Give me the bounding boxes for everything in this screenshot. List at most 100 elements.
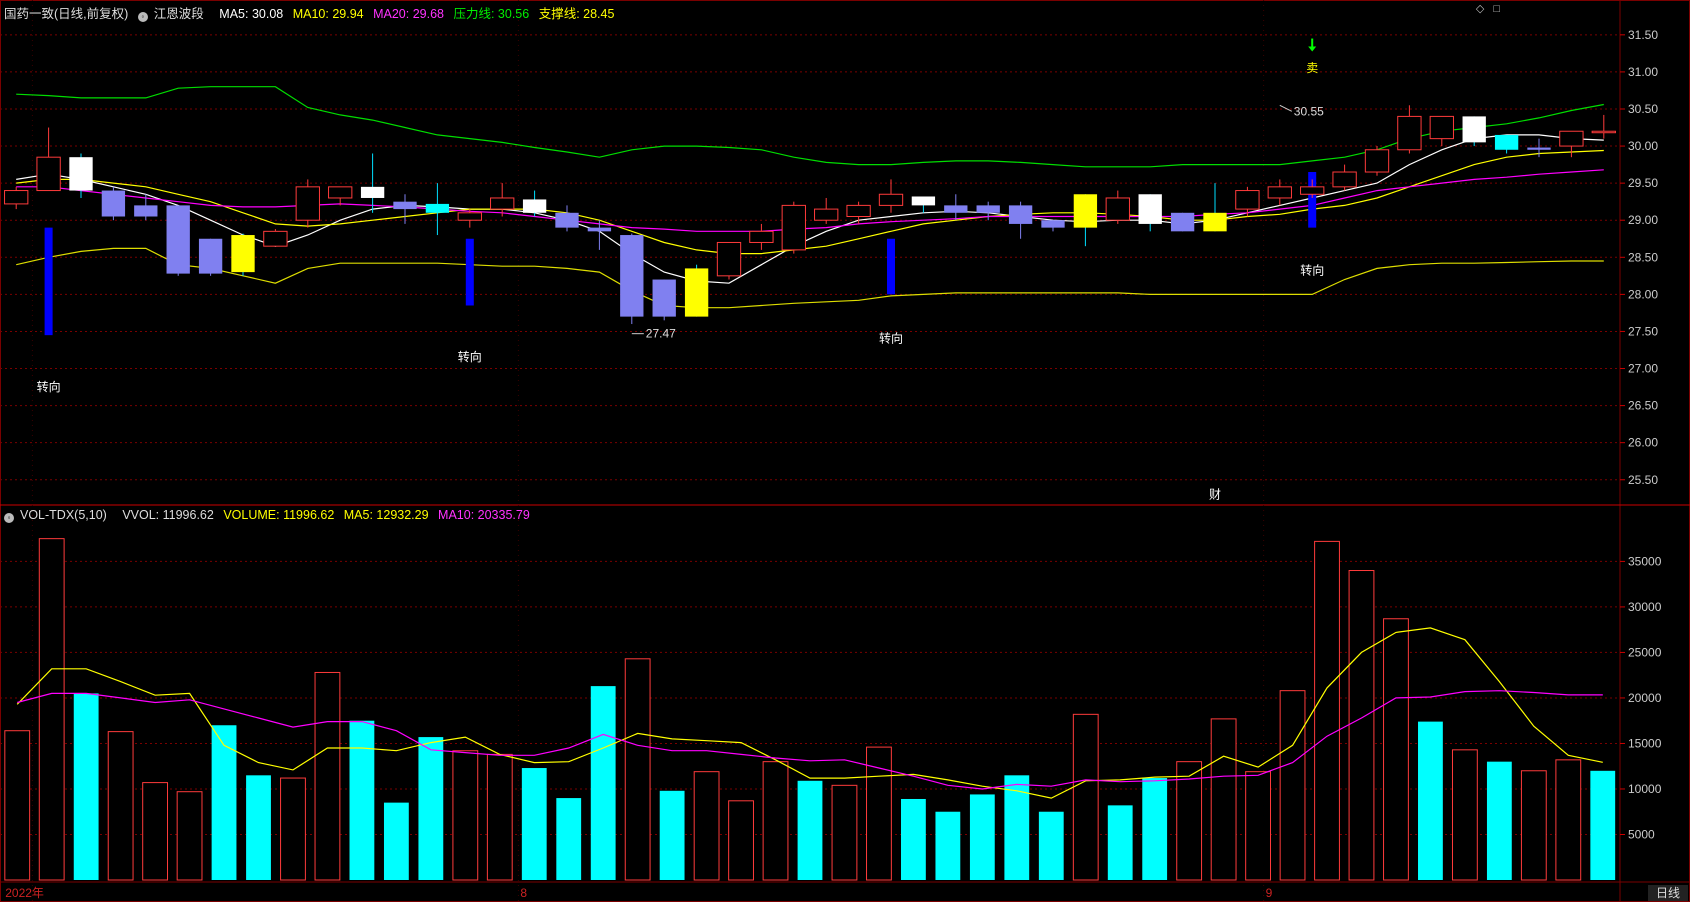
line-resistance xyxy=(16,86,1604,168)
price-tick-label: 26.50 xyxy=(1628,399,1658,413)
candle-body xyxy=(716,241,742,277)
date-label: 2022年 xyxy=(5,886,44,900)
candle xyxy=(911,196,936,213)
period-button[interactable]: 日线 xyxy=(1648,885,1688,901)
candle-body xyxy=(1397,115,1422,151)
candle-body xyxy=(4,190,29,205)
volume-bar xyxy=(728,800,754,881)
volume-bar xyxy=(486,753,513,881)
settings-circle-icon[interactable]: ◦ xyxy=(137,12,148,22)
candle xyxy=(360,153,385,213)
vvol-readout: VVOL: 11996.62 xyxy=(122,508,214,522)
candle xyxy=(846,201,871,224)
main-chart-header: 国药一致(日线,前复权) ◦ 江恩波段 MA5: 30.08 MA10: 29.9… xyxy=(4,3,620,22)
candle-body xyxy=(749,230,774,243)
candle xyxy=(1073,194,1098,247)
candle-body xyxy=(1559,130,1584,147)
vol-indicator-name[interactable]: ◦ VOL-TDX(5,10) xyxy=(4,508,113,523)
candle xyxy=(393,194,417,224)
volume-tick-label: 35000 xyxy=(1628,554,1662,568)
candle-body xyxy=(1527,147,1551,150)
candle-body xyxy=(781,204,806,251)
ma10-readout: MA10: 29.94 xyxy=(292,7,364,21)
square-icon[interactable]: □ xyxy=(1493,3,1500,15)
candle xyxy=(198,238,223,276)
candle xyxy=(1300,179,1325,198)
volume-bar xyxy=(1314,540,1340,881)
candle xyxy=(716,241,742,280)
volume-bar xyxy=(1590,770,1616,880)
candle xyxy=(457,209,482,228)
price-tick-label: 26.00 xyxy=(1628,436,1658,450)
window-controls: ◇ □ xyxy=(1476,2,1500,15)
candle xyxy=(1170,212,1195,232)
candle-body xyxy=(1041,220,1065,228)
candle xyxy=(620,233,644,325)
date-label: 8 xyxy=(520,886,527,900)
candle xyxy=(652,279,676,321)
price-tick-label: 31.50 xyxy=(1628,28,1658,42)
candle xyxy=(878,179,904,213)
volume-bar xyxy=(246,775,271,880)
candle xyxy=(490,183,515,217)
volume-bar xyxy=(38,538,65,881)
candle xyxy=(1138,194,1162,232)
candle xyxy=(1527,138,1551,158)
volume-bar xyxy=(866,746,892,881)
volume-bar xyxy=(1486,761,1512,880)
volume-bar xyxy=(349,720,375,880)
stock-title[interactable]: 国药一致(日线,前复权) xyxy=(4,7,129,21)
candle xyxy=(1429,115,1454,147)
volume-bar xyxy=(314,671,341,881)
volume-bar xyxy=(418,737,444,880)
candle-body xyxy=(1462,116,1486,143)
candle-body xyxy=(231,235,255,273)
candle-body xyxy=(911,196,936,206)
candle xyxy=(684,264,709,317)
volume-tick-label: 15000 xyxy=(1628,736,1662,750)
price-tick-label: 30.50 xyxy=(1628,102,1658,116)
annotation-finance: 财 xyxy=(1209,487,1221,501)
candle xyxy=(944,194,968,221)
candle xyxy=(1591,114,1616,139)
diamond-icon[interactable]: ◇ xyxy=(1475,3,1485,15)
candle-body xyxy=(295,186,320,221)
volume-bar xyxy=(1072,713,1099,881)
candle xyxy=(1041,220,1065,232)
candle xyxy=(1008,201,1033,239)
sell-arrow-head xyxy=(1308,46,1317,52)
candle-body xyxy=(360,186,385,198)
candle-body xyxy=(1008,205,1033,224)
settings-circle-icon[interactable]: ◦ xyxy=(4,513,14,523)
volume-bar xyxy=(624,658,651,881)
candle xyxy=(1364,146,1390,176)
volume-bar xyxy=(831,784,858,881)
candle-body xyxy=(587,227,612,232)
volume-bar xyxy=(1176,761,1203,881)
candle-body xyxy=(166,205,190,274)
turn-signal-bar xyxy=(44,227,53,336)
volume-bar xyxy=(383,802,409,880)
candle-body xyxy=(878,193,904,206)
turn-signal-bar xyxy=(1308,172,1317,228)
vol-ma10-readout: MA10: 20335.79 xyxy=(438,508,530,522)
volume-bar xyxy=(1451,749,1478,881)
price-tick-label: 27.00 xyxy=(1628,362,1658,376)
price-tick-label: 30.00 xyxy=(1628,139,1658,153)
candle xyxy=(1203,183,1227,232)
indicator-name[interactable]: ◦ 江恩波段 xyxy=(137,7,210,22)
candle-body xyxy=(1591,130,1616,134)
candle xyxy=(587,220,612,250)
ma5-readout: MA5: 30.08 xyxy=(219,7,284,21)
candle-body xyxy=(490,197,515,210)
candle xyxy=(1559,130,1584,158)
candle-body xyxy=(522,199,547,213)
extreme-pointer xyxy=(1279,104,1293,112)
annotation-turn: 转向 xyxy=(458,349,482,364)
volume-bar xyxy=(452,750,479,881)
candle xyxy=(263,229,288,247)
candle-body xyxy=(1364,149,1390,173)
candle xyxy=(1462,116,1486,147)
candle-body xyxy=(1235,190,1260,210)
